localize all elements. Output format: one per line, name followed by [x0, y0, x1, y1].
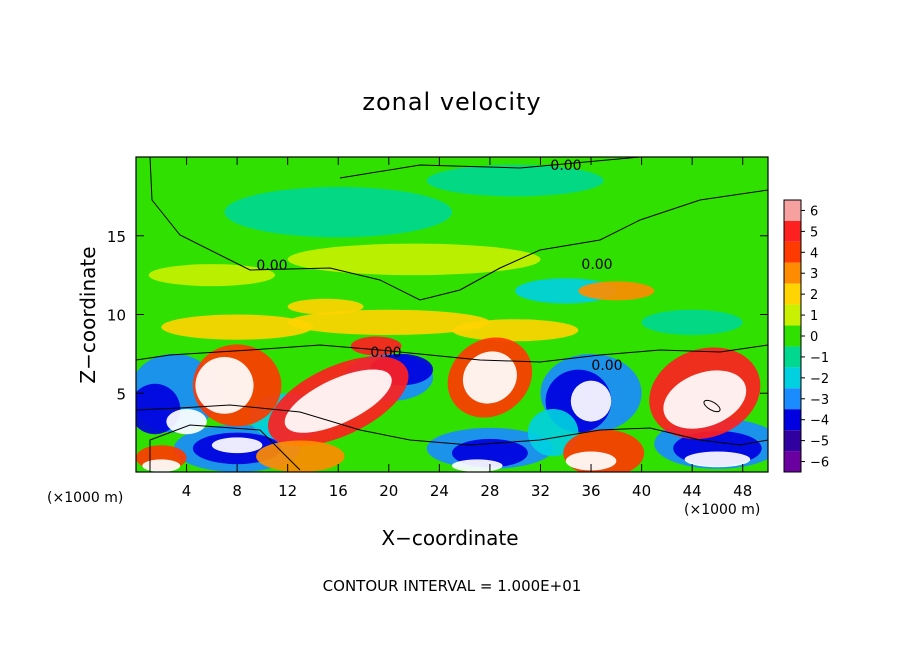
contour-line [149, 157, 768, 301]
field-blob [287, 243, 541, 276]
colorbar-swatch [784, 304, 801, 326]
colorbar-swatch [784, 430, 801, 452]
field-blob [161, 314, 313, 340]
field-blob [452, 459, 503, 472]
x-unit-label: (×1000 m) [684, 502, 761, 518]
contour-line [149, 424, 301, 472]
colorbar-swatch [784, 451, 801, 472]
field-blob [211, 437, 263, 454]
field-blob [578, 281, 655, 301]
field-blob [684, 451, 751, 468]
colorbar-label: 0 [810, 330, 818, 345]
x-axis-label: X−coordinate [381, 526, 519, 550]
field-blob [256, 440, 345, 472]
field-blob [663, 370, 747, 429]
colorbar-swatch [784, 283, 801, 305]
field-blob [195, 357, 254, 414]
y-unit-label: (×1000 m) [47, 490, 124, 506]
x-tick-label: 44 [683, 482, 702, 500]
field-blob [287, 298, 364, 315]
x-tick-label: 12 [278, 482, 297, 500]
colorbar-label: 5 [810, 225, 818, 240]
field-blob [641, 309, 743, 335]
x-tick-label: 28 [480, 482, 499, 500]
heatmap-field [136, 157, 768, 472]
x-tick-label: 32 [531, 482, 550, 500]
colorbar-label: 2 [810, 288, 818, 303]
colorbar-label: 1 [810, 309, 818, 324]
contour-label: 0.00 [256, 258, 287, 274]
colorbar-label: −1 [810, 351, 829, 366]
x-tick-label: 36 [581, 482, 600, 500]
colorbar-label: 4 [810, 246, 818, 261]
colorbar-swatch [784, 409, 801, 431]
colorbar-label: −2 [810, 372, 829, 387]
field-blob [426, 164, 604, 197]
field-blob [527, 409, 579, 457]
contour-line [136, 404, 768, 446]
y-tick-label: 5 [116, 385, 126, 403]
contour-label: 0.00 [591, 358, 622, 374]
colorbar-swatch [784, 367, 801, 389]
x-tick-label: 48 [733, 482, 752, 500]
field-blob [287, 309, 490, 335]
colorbar-swatch [784, 200, 801, 221]
x-axis: 4 8 12 16 20 24 28 32 36 40 44 48 [182, 157, 752, 500]
zero-contours: 0.00 0.00 0.00 0.00 0.00 [136, 157, 768, 472]
colorbar-swatch [784, 262, 801, 284]
x-tick-label: 16 [329, 482, 348, 500]
field-blob [148, 264, 276, 287]
colorbar-swatch [784, 220, 801, 242]
colorbar-swatch [784, 241, 801, 263]
x-tick-label: 40 [632, 482, 651, 500]
field-blob [166, 409, 207, 435]
chart-title: zonal velocity [362, 88, 542, 116]
colorbar-swatch [784, 346, 801, 368]
field-blob [284, 369, 392, 433]
field-blob [462, 351, 517, 404]
colorbar-label: −6 [810, 456, 829, 471]
field-blob [570, 380, 612, 422]
contour-label: 0.00 [581, 257, 612, 273]
y-axis: 5 10 15 [107, 228, 768, 403]
colorbar: 6 5 4 3 2 1 0 −1 −2 −3 −4 −5 −6 [783, 199, 829, 473]
contour-label: 0.00 [370, 345, 401, 361]
field-blob [565, 451, 617, 471]
contour-line [136, 344, 768, 363]
contour-interval-note: CONTOUR INTERVAL = 1.000E+01 [322, 577, 582, 595]
colorbar-swatch [784, 388, 801, 410]
colorbar-swatch [784, 325, 801, 347]
y-tick-label: 15 [107, 228, 126, 246]
colorbar-label: 3 [810, 267, 818, 282]
x-tick-label: 20 [379, 482, 398, 500]
colorbar-label: −4 [810, 414, 829, 429]
x-tick-label: 8 [232, 482, 242, 500]
field-blob [452, 319, 579, 342]
field-blob [142, 459, 181, 472]
colorbar-label: 6 [810, 204, 818, 219]
x-tick-label: 24 [430, 482, 449, 500]
contour-label: 0.00 [550, 158, 581, 174]
x-tick-label: 4 [182, 482, 192, 500]
field-blob [224, 186, 452, 238]
y-tick-label: 10 [107, 307, 126, 325]
contour-line [339, 157, 641, 179]
contour-loop [703, 399, 721, 413]
colorbar-label: −3 [810, 393, 829, 408]
colorbar-label: −5 [810, 435, 829, 450]
